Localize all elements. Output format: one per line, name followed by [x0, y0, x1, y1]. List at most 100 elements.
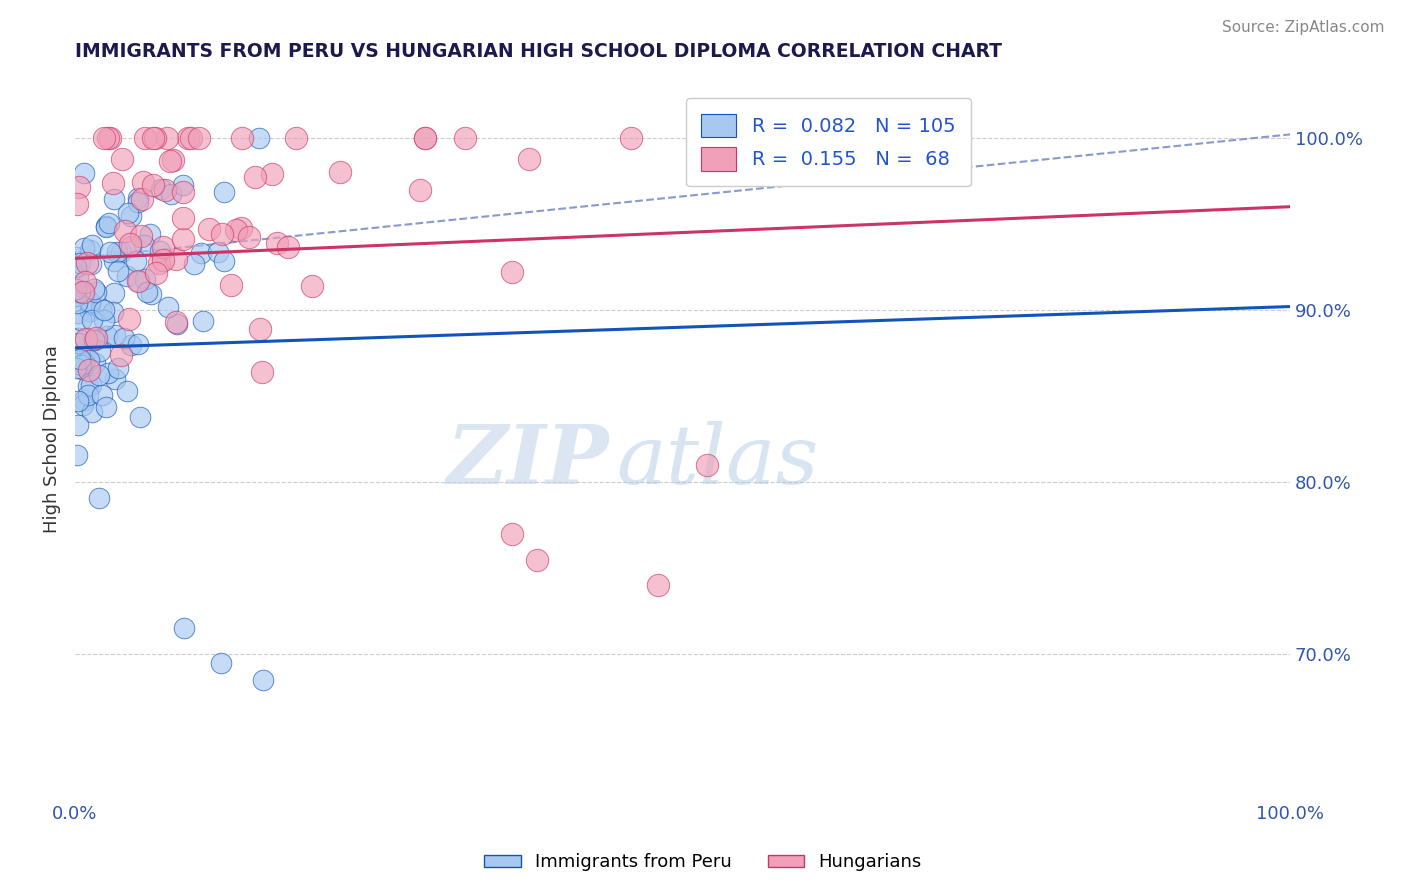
Point: [66, 296, 89, 310]
Point: [69, 313, 91, 327]
Point: [89, 344, 111, 359]
Point: [65, 360, 87, 375]
Point: [149, 182, 172, 196]
Point: [117, 269, 139, 284]
Point: [409, 183, 432, 197]
Point: [65, 289, 87, 303]
Point: [80, 257, 103, 271]
Point: [209, 656, 232, 670]
Point: [104, 327, 127, 342]
Point: [252, 673, 274, 687]
Point: [80, 404, 103, 418]
Point: [118, 312, 141, 326]
Point: [80, 377, 103, 392]
Point: [125, 254, 148, 268]
Point: [97, 131, 120, 145]
Point: [77, 352, 100, 367]
Point: [191, 314, 214, 328]
Point: [696, 458, 718, 472]
Point: [72, 285, 94, 300]
Point: [69, 256, 91, 270]
Point: [159, 153, 181, 168]
Point: [229, 221, 252, 235]
Point: [98, 245, 121, 260]
Point: [135, 285, 157, 299]
Point: [127, 274, 149, 288]
Point: [231, 131, 253, 145]
Point: [79, 297, 101, 311]
Point: [173, 622, 195, 636]
Point: [96, 329, 118, 343]
Point: [79, 294, 101, 309]
Text: Source: ZipAtlas.com: Source: ZipAtlas.com: [1222, 20, 1385, 35]
Point: [219, 277, 242, 292]
Point: [249, 322, 271, 336]
Point: [252, 366, 274, 380]
Point: [131, 192, 153, 206]
Point: [134, 272, 156, 286]
Point: [107, 361, 129, 376]
Point: [180, 131, 202, 145]
Point: [260, 167, 283, 181]
Point: [66, 331, 89, 345]
Point: [77, 387, 100, 401]
Point: [145, 266, 167, 280]
Text: IMMIGRANTS FROM PERU VS HUNGARIAN HIGH SCHOOL DIPLOMA CORRELATION CHART: IMMIGRANTS FROM PERU VS HUNGARIAN HIGH S…: [75, 42, 1002, 61]
Point: [132, 175, 155, 189]
Point: [620, 131, 643, 145]
Point: [165, 315, 187, 329]
Point: [72, 350, 94, 364]
Point: [70, 353, 93, 368]
Point: [97, 216, 120, 230]
Point: [90, 301, 112, 316]
Point: [134, 131, 156, 145]
Point: [96, 219, 118, 234]
Point: [111, 153, 134, 167]
Point: [66, 449, 89, 463]
Point: [105, 245, 128, 260]
Point: [165, 252, 187, 266]
Point: [66, 197, 89, 211]
Y-axis label: High School Diploma: High School Diploma: [44, 345, 60, 533]
Point: [238, 230, 260, 244]
Point: [517, 152, 540, 166]
Point: [72, 357, 94, 371]
Point: [73, 166, 96, 180]
Point: [87, 491, 110, 506]
Point: [103, 286, 125, 301]
Point: [66, 417, 89, 432]
Point: [127, 190, 149, 204]
Legend: Immigrants from Peru, Hungarians: Immigrants from Peru, Hungarians: [477, 847, 929, 879]
Point: [96, 400, 118, 414]
Point: [67, 269, 90, 284]
Point: [112, 331, 135, 345]
Point: [67, 353, 90, 368]
Point: [301, 279, 323, 293]
Point: [127, 336, 149, 351]
Point: [177, 131, 200, 145]
Point: [132, 237, 155, 252]
Point: [172, 211, 194, 225]
Point: [148, 244, 170, 258]
Point: [67, 394, 90, 409]
Point: [73, 275, 96, 289]
Point: [118, 237, 141, 252]
Point: [142, 178, 165, 192]
Point: [120, 338, 142, 352]
Point: [183, 257, 205, 271]
Point: [243, 170, 266, 185]
Point: [152, 240, 174, 254]
Point: [159, 187, 181, 202]
Point: [211, 227, 233, 241]
Point: [67, 336, 90, 351]
Point: [131, 229, 153, 244]
Point: [76, 379, 98, 393]
Point: [415, 131, 437, 145]
Point: [101, 176, 124, 190]
Point: [79, 304, 101, 318]
Point: [198, 222, 221, 236]
Point: [247, 131, 270, 145]
Point: [65, 260, 87, 275]
Text: atlas: atlas: [616, 421, 818, 500]
Point: [120, 239, 142, 253]
